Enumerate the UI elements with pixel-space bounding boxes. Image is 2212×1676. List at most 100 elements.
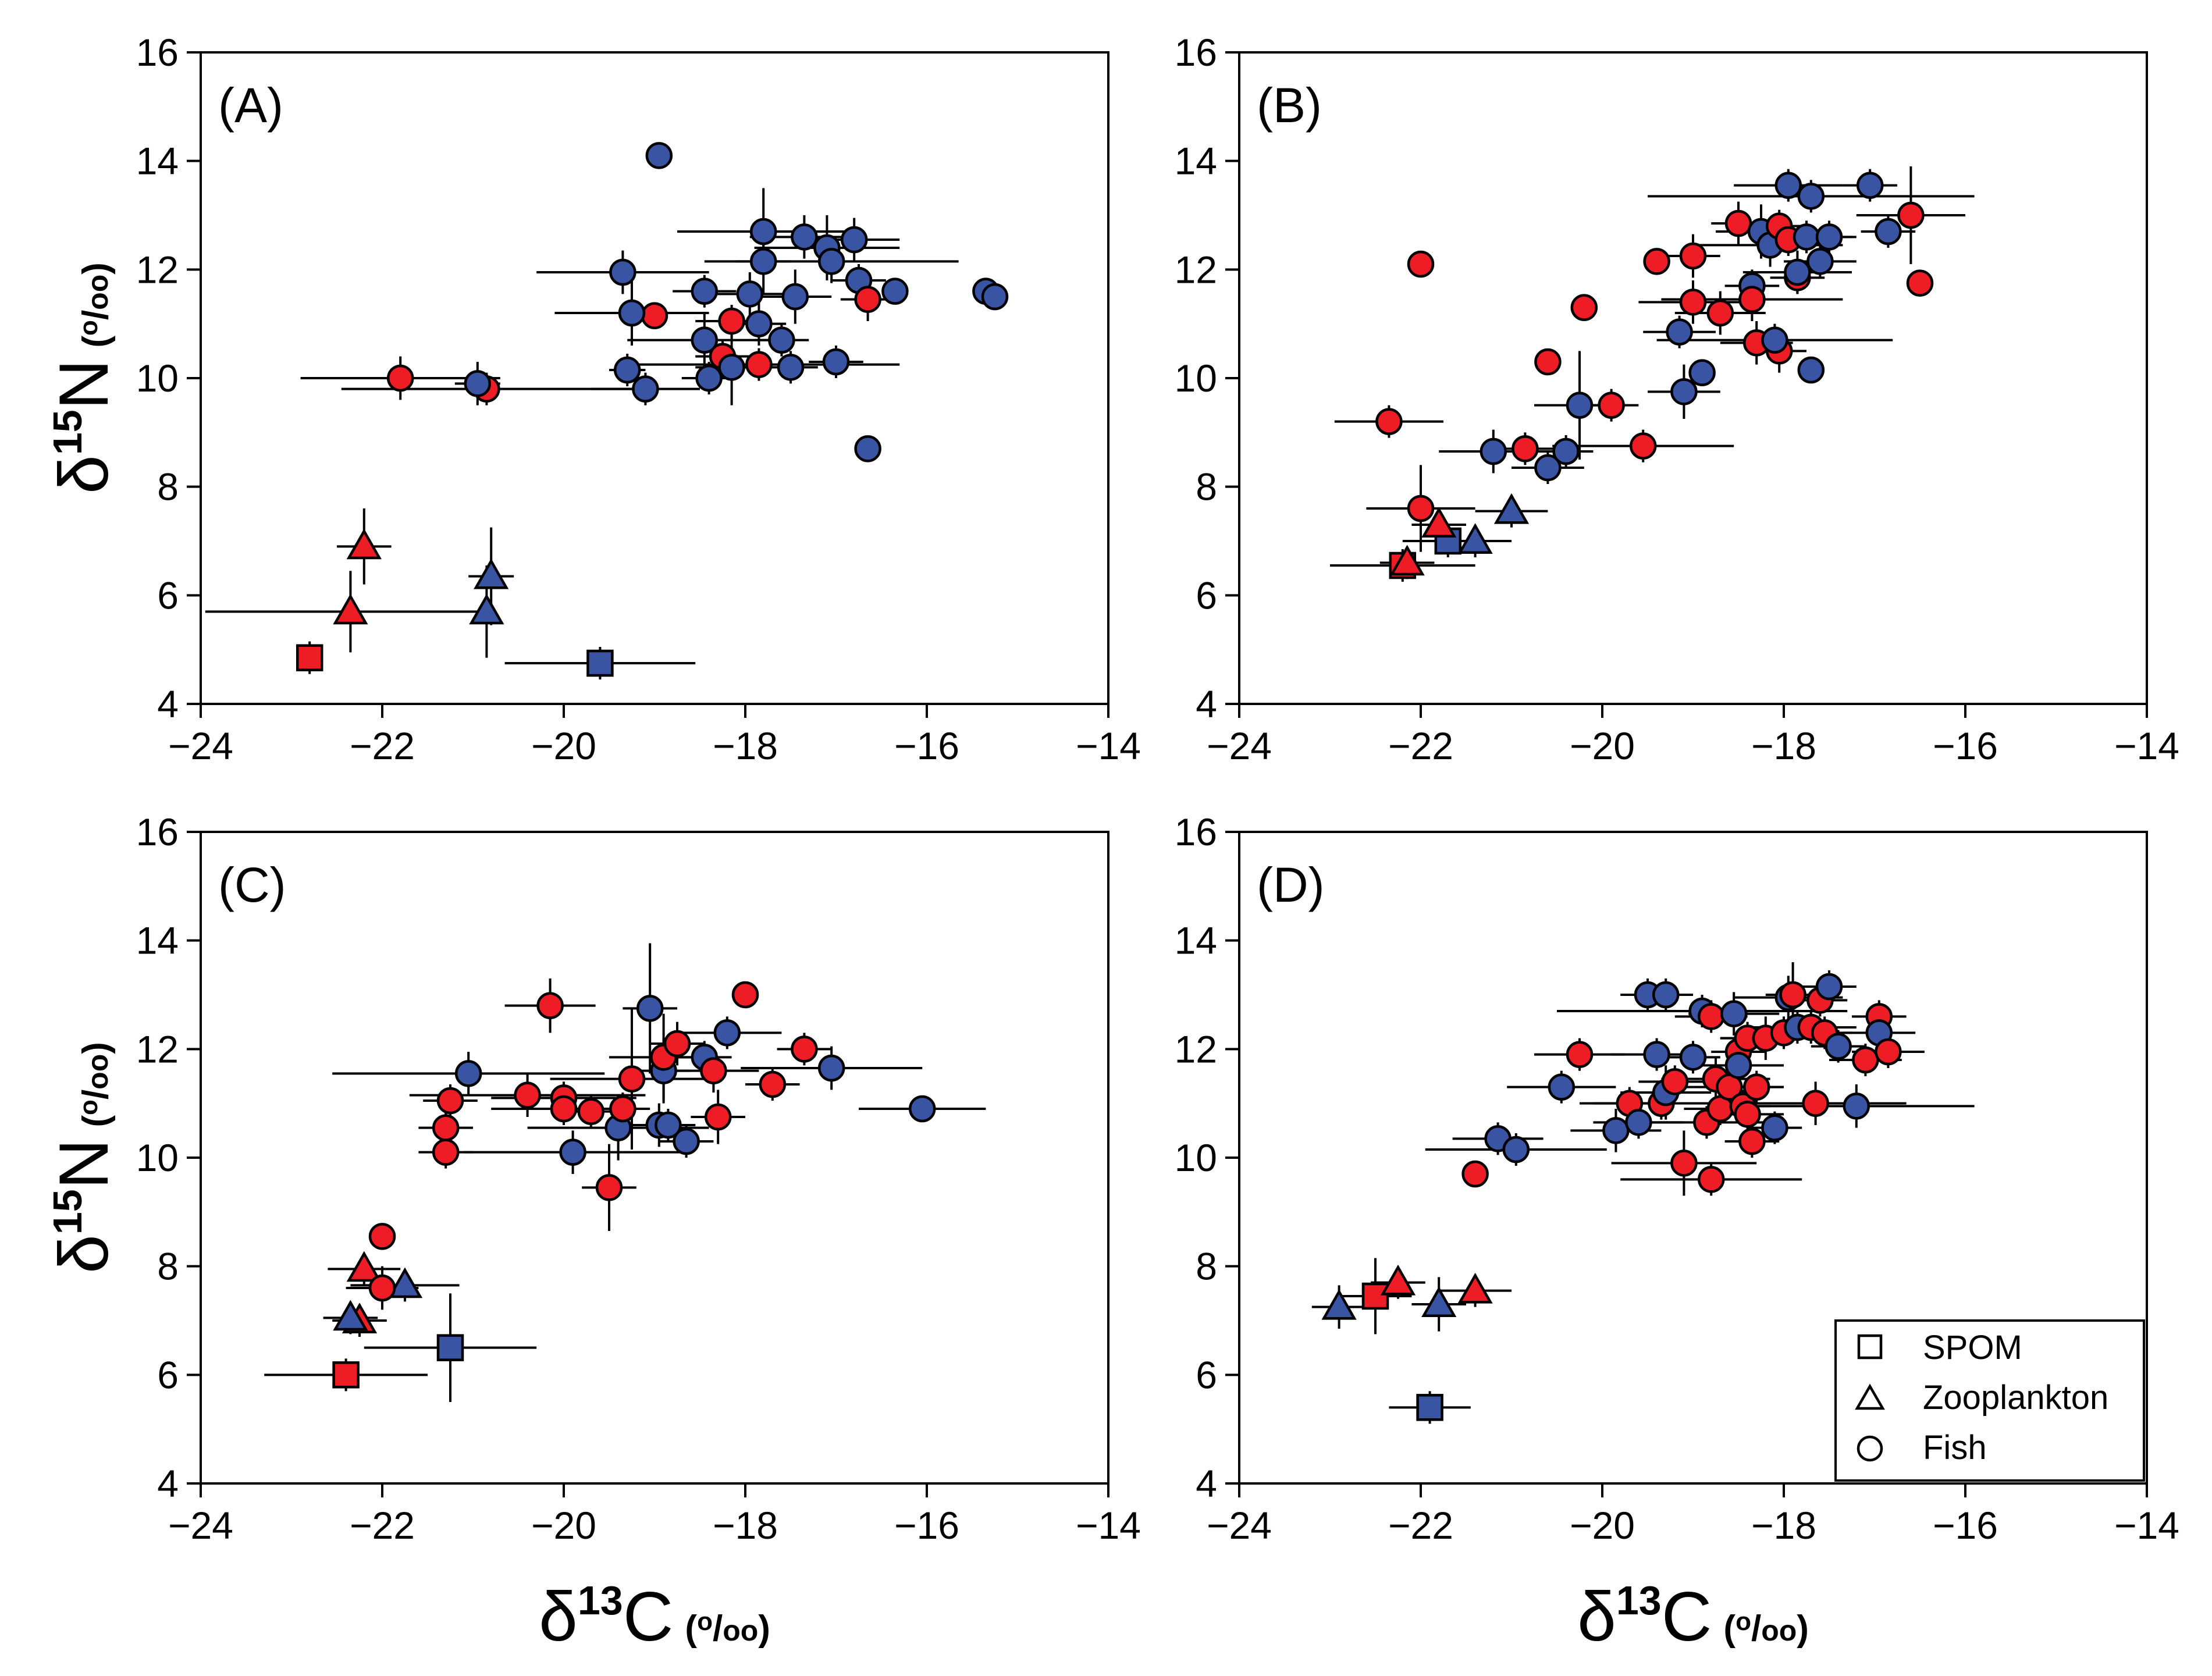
legend: SPOM Zooplankton Fish [1834, 1319, 2145, 1482]
fish-point-red [550, 1095, 578, 1123]
x-tick-label: −16 [1933, 1504, 1998, 1547]
fish-point-blue [1784, 258, 1811, 286]
x-tick-label: −22 [1388, 724, 1453, 767]
y-tick-label: 10 [1175, 1136, 1217, 1179]
y-tick-label: 4 [157, 682, 179, 725]
fish-point-red [731, 981, 759, 1009]
panel-a-points [205, 142, 1009, 679]
y-tick-label: 8 [157, 465, 179, 508]
x-tick-label: −24 [168, 1504, 233, 1547]
fish-point-blue [1797, 356, 1825, 384]
legend-square-icon [1857, 1334, 1883, 1360]
fish-point-red [1679, 242, 1707, 270]
y-label-delta: δ [45, 1234, 123, 1273]
x-tick-label: −14 [1076, 1504, 1141, 1547]
y-tick-label: 12 [136, 248, 179, 291]
fish-point-red [1407, 250, 1435, 278]
svg-text:δ13C(o/oo): δ13C (o/oo) [539, 1578, 770, 1656]
x-label-unit-slash: / [1751, 1609, 1761, 1649]
fish-point-blue [464, 370, 492, 397]
fish-point-blue [1534, 454, 1562, 482]
y-label-paren-close: ) [76, 1042, 116, 1054]
fish-point-blue [1720, 1000, 1748, 1027]
x-tick-label: −18 [1751, 724, 1816, 767]
fish-point-blue [817, 1054, 845, 1082]
fish-point-blue [749, 218, 777, 245]
fish-point-red [1724, 209, 1752, 237]
fish-point-red [1598, 392, 1625, 419]
fish-point-blue [1774, 172, 1802, 199]
fish-point-red [1570, 294, 1598, 321]
fish-point-blue [768, 326, 795, 354]
fish-point-blue [981, 283, 1009, 311]
legend-circle-icon [1857, 1435, 1883, 1462]
fish-point-red [1875, 1038, 1902, 1066]
legend-label-spom: SPOM [1923, 1329, 2022, 1367]
x-label-unit-num: o [1736, 1607, 1751, 1636]
fish-point-red [368, 1223, 396, 1250]
y-label-element: N [45, 1139, 123, 1190]
fish-point-red [1661, 1068, 1689, 1095]
fish-point-blue [1602, 1117, 1630, 1144]
x-tick-label: −14 [1076, 724, 1141, 767]
fish-point-red [618, 1065, 646, 1093]
fish-point-blue [691, 277, 719, 305]
zooplankton-point-blue [1457, 523, 1493, 554]
fish-point-blue [718, 354, 745, 381]
fish-point-blue [736, 280, 764, 308]
fish-point-blue [908, 1095, 936, 1123]
fish-point-red [1852, 1046, 1879, 1074]
y-tick-label: 6 [1196, 574, 1217, 617]
x-tick-label: −18 [713, 724, 778, 767]
y-label-unit-slash: / [76, 310, 116, 320]
fish-point-red [1738, 286, 1766, 313]
fish-point-red [700, 1057, 727, 1084]
fish-point-blue [691, 326, 719, 354]
zooplankton-point-red [333, 593, 368, 625]
x-label-sup: 13 [1616, 1578, 1662, 1623]
x-axis-label-left: δ13C (o/oo) [539, 1578, 770, 1656]
y-tick-label: 16 [136, 810, 179, 853]
x-label-paren-close: ) [758, 1609, 770, 1649]
panel-d-label: (D) [1257, 857, 1325, 912]
fish-point-blue [1761, 1114, 1788, 1141]
y-tick-label: 12 [1175, 1027, 1217, 1070]
x-label-unit-slash: / [713, 1609, 723, 1649]
fish-point-red [1643, 248, 1670, 275]
legend-label-zooplankton: Zooplankton [1923, 1379, 2108, 1417]
zooplankton-point-blue [1493, 493, 1530, 524]
fish-point-red [1670, 1150, 1698, 1177]
fish-point-blue [1793, 223, 1820, 251]
x-label-unit-den: oo [1761, 1614, 1797, 1647]
fish-point-blue [1670, 378, 1698, 405]
x-label-paren-close: ) [1797, 1609, 1809, 1649]
fish-point-blue [1552, 437, 1580, 465]
x-tick-label: −24 [1207, 724, 1272, 767]
fish-point-red [514, 1081, 541, 1109]
y-label-unit-num: o [74, 1099, 103, 1115]
y-label-paren-open: ( [76, 1115, 116, 1127]
x-label-delta: δ [539, 1578, 578, 1656]
panel-d-points [1311, 962, 1975, 1424]
fish-point-red [1734, 1101, 1761, 1128]
x-tick-label: −14 [2114, 724, 2179, 767]
fish-point-red [432, 1114, 460, 1141]
fish-point-red [577, 1098, 605, 1125]
fish-point-blue [840, 226, 868, 254]
fish-point-red [536, 992, 564, 1019]
x-label-delta: δ [1577, 1578, 1616, 1656]
x-tick-label: −18 [1751, 1504, 1816, 1547]
fish-point-blue [1815, 973, 1843, 1001]
fish-point-blue [618, 299, 646, 327]
fish-point-blue [822, 348, 850, 376]
spom-point-blue [436, 1334, 464, 1361]
fish-point-blue [1875, 218, 1902, 245]
panel-a-axes: −24 −22 −20 −18 −16 −14 4 6 8 10 12 14 16 [136, 31, 1141, 767]
panel-c-label: (C) [218, 857, 286, 912]
fish-point-blue [781, 283, 809, 311]
x-axis-label-right: δ13C (o/oo) [1577, 1578, 1809, 1656]
fish-point-red [1697, 1003, 1725, 1030]
x-tick-label: −22 [350, 1504, 415, 1547]
fish-point-red [663, 1030, 691, 1058]
fish-point-blue [881, 277, 909, 305]
